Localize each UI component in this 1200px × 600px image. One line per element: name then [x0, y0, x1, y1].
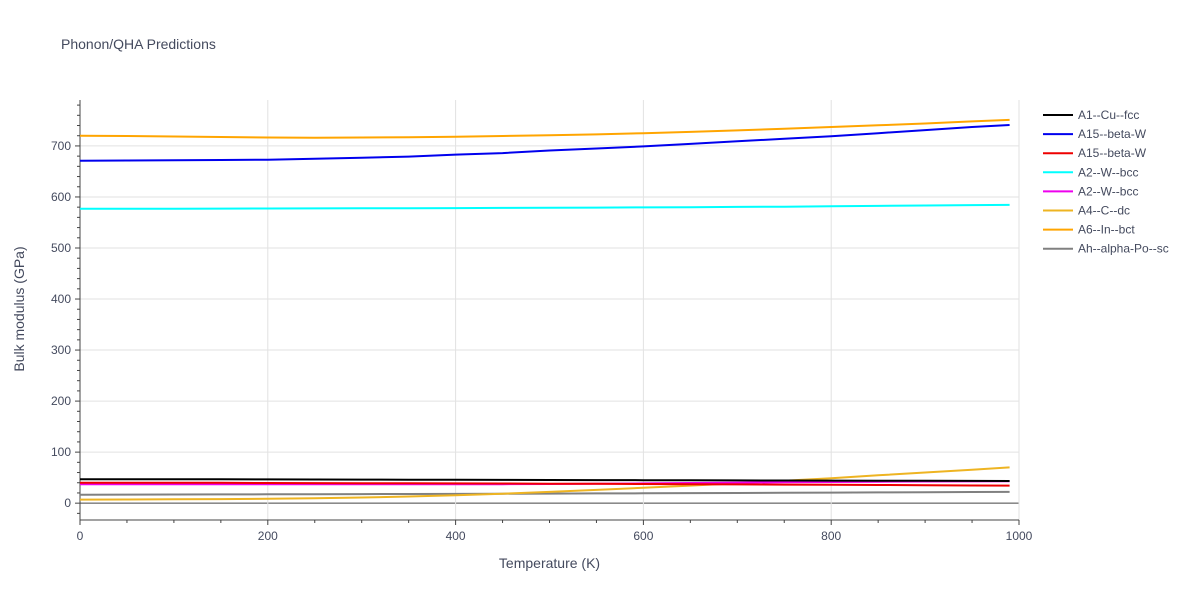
series-line-2 — [80, 481, 1010, 487]
legend-label: A2--W--bcc — [1078, 165, 1138, 179]
x-tick-label: 0 — [77, 529, 84, 543]
legend-label: A4--C--dc — [1078, 204, 1130, 218]
legend-item-3[interactable]: A2--W--bcc — [1043, 165, 1138, 179]
series-line-7 — [79, 490, 1010, 496]
y-tick-label: 0 — [64, 496, 71, 510]
series-line-3 — [80, 203, 1010, 210]
legend-item-6[interactable]: A6--In--bct — [1043, 223, 1135, 237]
y-tick-label: 100 — [51, 445, 71, 459]
legend-item-2[interactable]: A15--beta-W — [1043, 146, 1147, 160]
legend-label: A15--beta-W — [1078, 127, 1147, 141]
chart-title: Phonon/QHA Predictions — [61, 36, 216, 52]
legend-item-1[interactable]: A15--beta-W — [1043, 127, 1147, 141]
y-tick-label: 600 — [51, 190, 71, 204]
legend-label: A15--beta-W — [1078, 146, 1147, 160]
x-tick-label: 600 — [633, 529, 653, 543]
legend-label: A2--W--bcc — [1078, 184, 1138, 198]
x-tick-label: 800 — [821, 529, 841, 543]
x-tick-label: 200 — [258, 529, 278, 543]
y-tick-label: 300 — [51, 343, 71, 357]
x-axis-title: Temperature (K) — [499, 555, 600, 571]
legend-label: A6--In--bct — [1078, 223, 1135, 237]
y-tick-label: 400 — [51, 292, 71, 306]
series-line-6 — [79, 118, 1010, 139]
legend-item-0[interactable]: A1--Cu--fcc — [1043, 108, 1139, 122]
y-tick-label: 500 — [51, 241, 71, 255]
legend-label: Ah--alpha-Po--sc — [1078, 242, 1169, 256]
legend-item-7[interactable]: Ah--alpha-Po--sc — [1043, 242, 1169, 256]
axes: 0 100 200 300 400 500 600 700 0 200 400 600 800 1000 — [51, 100, 1033, 543]
series-line-0 — [80, 478, 1010, 482]
legend-item-4[interactable]: A2--W--bcc — [1043, 184, 1138, 198]
series-line-5 — [79, 466, 1010, 501]
grid-lines — [79, 100, 1020, 520]
legend[interactable]: A1--Cu--fcc A15--beta-W A15--beta-W A2--W--… — [1043, 108, 1169, 256]
series-lines — [79, 118, 1010, 501]
y-tick-label: 200 — [51, 394, 71, 408]
x-tick-label: 400 — [446, 529, 466, 543]
series-line-1 — [79, 124, 1010, 162]
y-tick-label: 700 — [51, 139, 71, 153]
legend-label: A1--Cu--fcc — [1078, 108, 1139, 122]
y-axis-title: Bulk modulus (GPa) — [11, 246, 27, 371]
x-tick-label: 1000 — [1006, 529, 1033, 543]
legend-item-5[interactable]: A4--C--dc — [1043, 204, 1130, 218]
